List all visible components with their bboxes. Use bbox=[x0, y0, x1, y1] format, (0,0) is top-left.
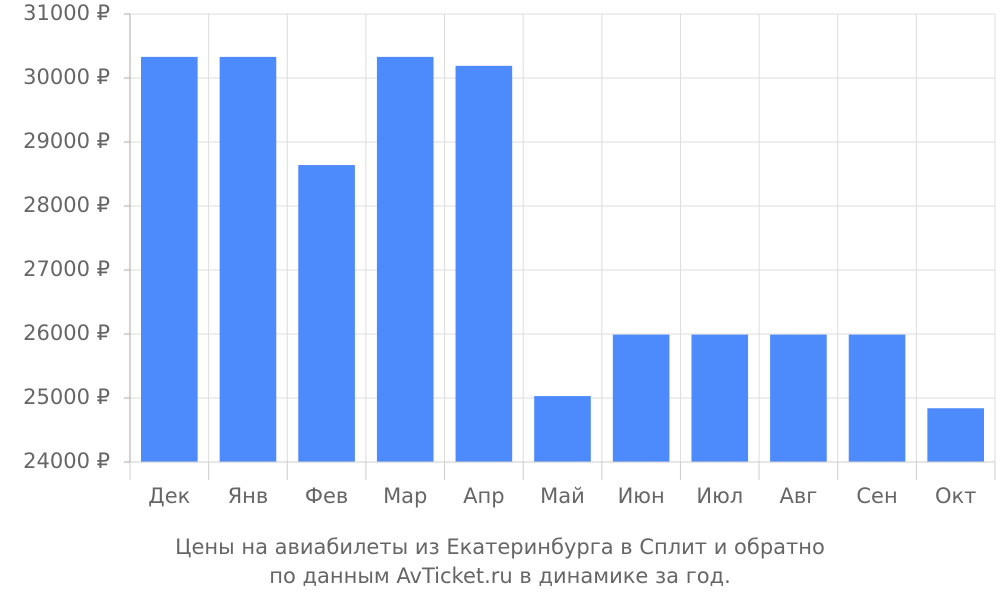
x-tick-label: Авг bbox=[780, 484, 818, 508]
y-tick-label: 29000 ₽ bbox=[23, 129, 110, 153]
x-tick-label: Июн bbox=[618, 484, 665, 508]
bar bbox=[219, 56, 277, 462]
bar bbox=[848, 334, 906, 462]
chart-title: Цены на авиабилеты из Екатеринбурга в Сп… bbox=[175, 535, 825, 559]
bar bbox=[376, 56, 434, 462]
y-tick-label: 27000 ₽ bbox=[23, 257, 110, 281]
y-tick-label: 24000 ₽ bbox=[23, 449, 110, 473]
x-tick-label: Фев bbox=[305, 484, 348, 508]
x-tick-label: Сен bbox=[856, 484, 897, 508]
x-tick-label: Мар bbox=[383, 484, 427, 508]
bar bbox=[927, 408, 984, 462]
y-tick-label: 26000 ₽ bbox=[23, 321, 110, 345]
bar bbox=[141, 56, 198, 462]
bar bbox=[691, 334, 749, 462]
y-tick-label: 30000 ₽ bbox=[23, 65, 110, 89]
bar bbox=[298, 165, 355, 463]
y-tick-label: 31000 ₽ bbox=[23, 1, 110, 25]
bar bbox=[455, 65, 513, 462]
y-tick-label: 28000 ₽ bbox=[23, 193, 110, 217]
y-tick-label: 25000 ₽ bbox=[23, 385, 110, 409]
bar bbox=[534, 396, 591, 462]
x-tick-label: Июл bbox=[696, 484, 743, 508]
x-tick-label: Май bbox=[540, 484, 585, 508]
x-tick-label: Янв bbox=[228, 484, 269, 508]
bar bbox=[612, 334, 670, 462]
x-tick-label: Апр bbox=[463, 484, 504, 508]
bar bbox=[770, 334, 827, 462]
x-tick-label: Окт bbox=[935, 484, 976, 508]
x-tick-label: Дек bbox=[148, 484, 190, 508]
chart-title: по данным AvTicket.ru в динамике за год. bbox=[269, 564, 731, 588]
